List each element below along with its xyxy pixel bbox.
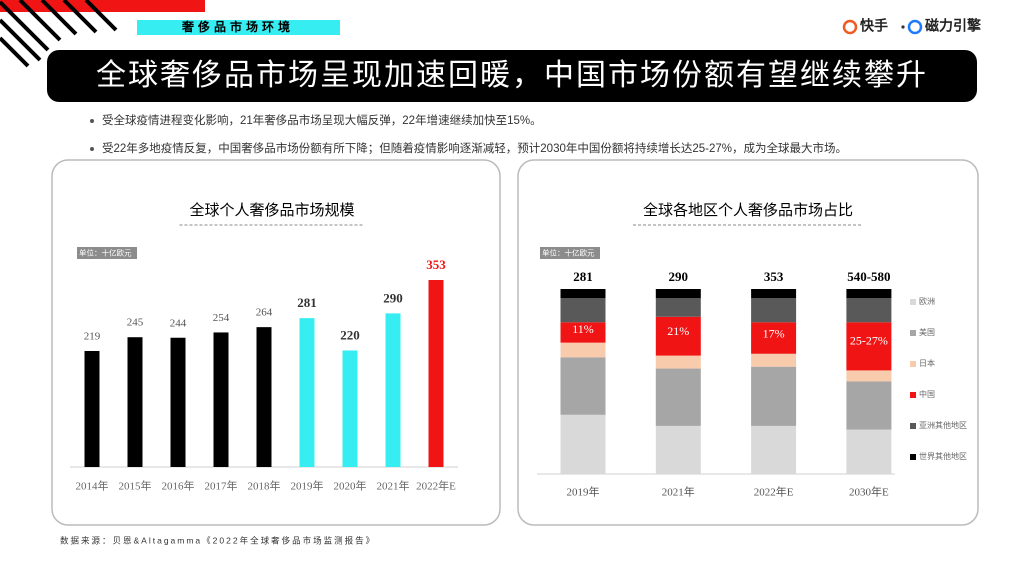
unit: 单位：十亿欧元 [79,247,132,257]
legend-label: 亚洲其他地区 [919,420,967,430]
chart-title: 全球各地区个人奢侈品市场占比 [643,201,853,219]
bar-segment [560,414,606,474]
bar-segment [846,381,892,430]
bar-segment [751,425,797,474]
bar-segment [560,298,606,323]
value-label: 21% [667,324,689,338]
bullet: 受22年多地疫情反复，中国奢侈品市场份额有所下降；但随着疫情影响逐渐减轻，预计2… [102,141,847,155]
legend-swatch [910,423,916,429]
bar-segment [751,366,797,426]
value-label: 290 [383,290,403,305]
x-tick-label: 2022年E [416,479,456,493]
x-tick-label: 2019年 [291,479,324,493]
value-label: 11% [572,322,594,336]
value-label: 25-27% [850,333,888,347]
total-label: 281 [573,269,593,284]
bar-segment [846,289,892,299]
bar-segment [846,322,892,371]
bar [342,350,358,467]
bar-segment [560,342,606,358]
bar-segment [655,425,701,474]
value-label: 220 [340,327,360,342]
bar-segment [655,316,701,356]
value-label: 281 [297,295,317,310]
bullet: 受全球疫情进程变化影响，21年奢侈品市场呈现大幅反弹，22年增速继续加快至15%… [102,113,542,127]
unit: 单位：十亿欧元 [542,247,595,257]
bar-segment [751,289,797,299]
logo [842,19,858,35]
value-label: 245 [127,317,144,329]
bar-segment [751,353,797,367]
tag: 奢侈品市场环境 [181,19,294,34]
x-tick-label: 2017年 [205,479,238,493]
x-tick-label: 2021年 [377,479,410,493]
value-label: 254 [213,312,230,324]
bar [84,350,100,467]
title-bg [47,50,977,102]
legend-label: 日本 [919,358,935,368]
bar-segment [655,289,701,299]
bar-segment [655,355,701,369]
bullet-dot [90,147,94,151]
x-tick-label: 2016年 [162,479,195,493]
total-label: 290 [669,269,689,284]
bar [170,337,186,467]
bar-segment [751,298,797,323]
bar-segment [560,357,606,415]
x-tick-label: 2014年 [76,479,109,493]
legend-label: 世界其他地区 [919,451,967,461]
x-tick-label: 2018年 [248,479,281,493]
bar-segment [655,298,701,317]
bar [127,337,143,467]
value-label: 219 [84,331,101,343]
bar [213,332,229,467]
bar [385,313,401,467]
legend-label: 美国 [919,327,935,337]
tag-bg [137,20,340,35]
bar [256,327,272,467]
value-label: 17% [763,327,785,341]
total-label: 540-580 [847,269,890,284]
legend-swatch [910,454,916,460]
bullet-dot [90,119,94,123]
source: 数据来源：贝恩&Altagamma《2022年全球奢侈品市场监测报告》 [60,535,376,545]
bar-segment [846,298,892,323]
brand: 磁力引擎 [925,18,981,34]
x-tick-label: 2030年E [849,485,889,499]
bar-segment [846,429,892,474]
dot [901,25,905,29]
x-tick-label: 2022年E [754,485,794,499]
bar [299,318,315,467]
bar-segment [560,289,606,299]
bar-segment [655,368,701,426]
total-label: 353 [764,269,784,284]
x-tick-label: 2019年 [567,485,600,499]
legend-swatch [910,299,916,305]
bar-segment [560,322,606,343]
unit-bg [540,247,600,259]
bar [428,280,444,467]
legend-label: 欧洲 [919,296,935,306]
legend-swatch [910,392,916,398]
chart-title: 全球个人奢侈品市场规模 [189,201,354,219]
bar-segment [846,370,892,382]
unit-bg [77,247,137,259]
legend-label: 中国 [919,389,935,399]
legend-swatch [910,361,916,367]
brand: 快手 [860,18,888,34]
decoration [0,0,205,68]
legend-swatch [910,330,916,336]
x-tick-label: 2015年 [119,479,152,493]
title: 全球奢侈品市场呈现加速回暖，中国市场份额有望继续攀升 [96,59,928,92]
bar-segment [751,322,797,354]
x-tick-label: 2020年 [334,479,367,493]
value-label: 244 [170,317,187,329]
value-label: 353 [426,257,446,272]
value-label: 264 [256,307,273,319]
logo [907,19,923,35]
x-tick-label: 2021年 [662,485,695,499]
